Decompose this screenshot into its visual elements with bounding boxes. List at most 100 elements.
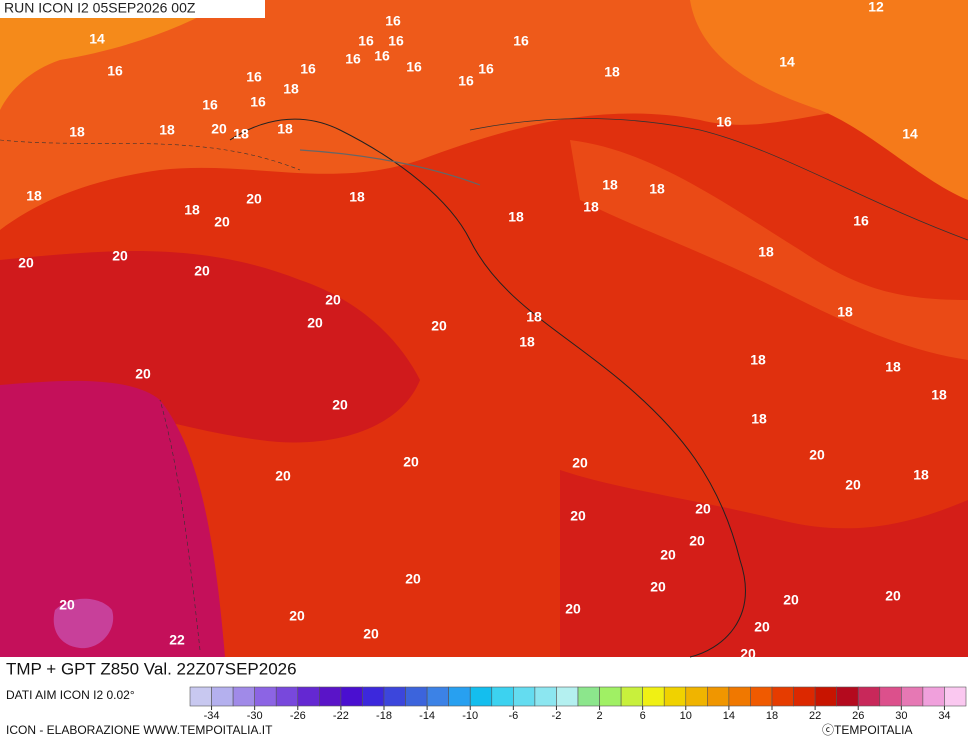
contour-label: 18 (277, 121, 293, 137)
colorbar-swatch (599, 686, 622, 707)
colorbar-swatch (814, 686, 837, 707)
contour-label: 20 (289, 608, 305, 624)
colorbar-swatch (232, 686, 255, 707)
contour-label: 18 (283, 81, 299, 97)
contour-label: 18 (159, 122, 175, 138)
contour-label: 18 (526, 309, 542, 325)
colorbar-swatch (383, 686, 406, 707)
contour-label: 16 (388, 33, 404, 49)
contour-label: 20 (845, 477, 861, 493)
colorbar-swatch (211, 686, 234, 707)
contour-label: 20 (695, 501, 711, 517)
colorbar: -34 -30 -26 -22 -18 -14 -10 -6 -2 2 6 10 14 18 22 26 30 3… (189, 686, 967, 722)
contour-label: 16 (406, 59, 422, 75)
contour-label: 18 (837, 304, 853, 320)
contour-label: 20 (403, 454, 419, 470)
source: DATI AIM ICON I2 0.02° (6, 688, 135, 702)
contour-label: 16 (458, 73, 474, 89)
contour-label: 18 (184, 202, 200, 218)
contour-label: 18 (26, 188, 42, 204)
colorbar-tick-label: 30 (895, 710, 907, 722)
contour-label: 20 (660, 547, 676, 563)
contour-label: 16 (250, 94, 266, 110)
colorbar-swatch (663, 686, 687, 707)
colorbar-tick-label: -6 (508, 710, 518, 722)
colorbar-swatch (319, 686, 342, 707)
contour-label: 14 (779, 54, 795, 70)
colorbar-tick-label: 10 (680, 710, 692, 722)
header-box (0, 0, 265, 18)
colorbar-tick-label: 14 (723, 710, 735, 722)
colorbar-swatch (642, 686, 665, 707)
contour-label: 18 (751, 411, 767, 427)
header-title: RUN ICON I2 05SEP2026 00Z (4, 0, 196, 16)
contour-label: 20 (809, 447, 825, 463)
colorbar-swatch (362, 686, 385, 707)
contour-label: 12 (868, 0, 884, 15)
contour-label: 18 (602, 177, 618, 193)
colorbar-swatch (771, 686, 794, 707)
colorbar-tick-label: -18 (376, 710, 392, 722)
contour-label: 18 (750, 352, 766, 368)
contour-label: 16 (478, 61, 494, 77)
contour-label: 20 (246, 191, 262, 207)
contour-label: 20 (211, 121, 227, 137)
contour-label: 16 (107, 63, 123, 79)
colorbar-swatch (944, 686, 967, 707)
contour-label: 20 (431, 318, 447, 334)
contour-label: 18 (508, 209, 524, 225)
colorbar-swatch (857, 686, 881, 707)
contour-label: 20 (325, 292, 341, 308)
colorbar-swatch (491, 686, 514, 707)
contour-label: 16 (345, 51, 361, 67)
colorbar-swatch (189, 686, 212, 707)
colorbar-swatch (297, 686, 320, 707)
contour-label: 20 (112, 248, 128, 264)
contour-label: 20 (135, 366, 151, 382)
contour-label: 16 (716, 114, 732, 130)
colorbar-tick-label: 6 (640, 710, 646, 722)
contour-label: 20 (332, 397, 348, 413)
colorbar-tick-label: -10 (462, 710, 478, 722)
colorbar-tick-label: -30 (247, 710, 263, 722)
colorbar-swatch (254, 686, 277, 707)
contour-label: 18 (913, 467, 929, 483)
colorbar-tick-label: -2 (552, 710, 562, 722)
colorbar-tick-label: 34 (938, 710, 950, 722)
contour-label: 20 (565, 601, 581, 617)
colorbar-swatch (620, 686, 643, 707)
contour-label: 16 (358, 33, 374, 49)
contour-label: 18 (885, 359, 901, 375)
map-background (0, 0, 968, 658)
contour-label: 18 (349, 189, 365, 205)
colorbar-swatch (793, 686, 816, 707)
contour-label: 20 (194, 263, 210, 279)
contour-label: 16 (513, 33, 529, 49)
colorbar-swatch (534, 686, 557, 707)
colorbar-swatch (448, 686, 471, 707)
contour-label: 20 (363, 626, 379, 642)
subtitle: TMP + GPT Z850 Val. 22Z07SEP2026 (6, 659, 297, 678)
colorbar-tick-label: 26 (852, 710, 864, 722)
colorbar-swatch (405, 686, 428, 707)
contour-label: 16 (202, 97, 218, 113)
contour-label: 20 (570, 508, 586, 524)
colorbar-swatch (685, 686, 708, 707)
colorbar-swatch (922, 686, 945, 707)
contour-label: 18 (233, 126, 249, 142)
colorbar-swatch (836, 686, 859, 707)
contour-label: 18 (233, 126, 249, 142)
contour-label: 18 (649, 181, 665, 197)
colorbar-tick-label: 2 (596, 710, 602, 722)
colorbar-tick-label: -14 (419, 710, 435, 722)
contour-label: 16 (300, 61, 316, 77)
colorbar-swatch (556, 686, 579, 707)
contour-label: 20 (783, 592, 799, 608)
copyright: ⓒTEMPOITALIA (822, 723, 912, 737)
contour-label: 18 (583, 199, 599, 215)
contour-label: 20 (18, 255, 34, 271)
contour-label: 20 (740, 646, 756, 662)
contour-label: 20 (689, 533, 705, 549)
colorbar-swatch (750, 686, 773, 707)
